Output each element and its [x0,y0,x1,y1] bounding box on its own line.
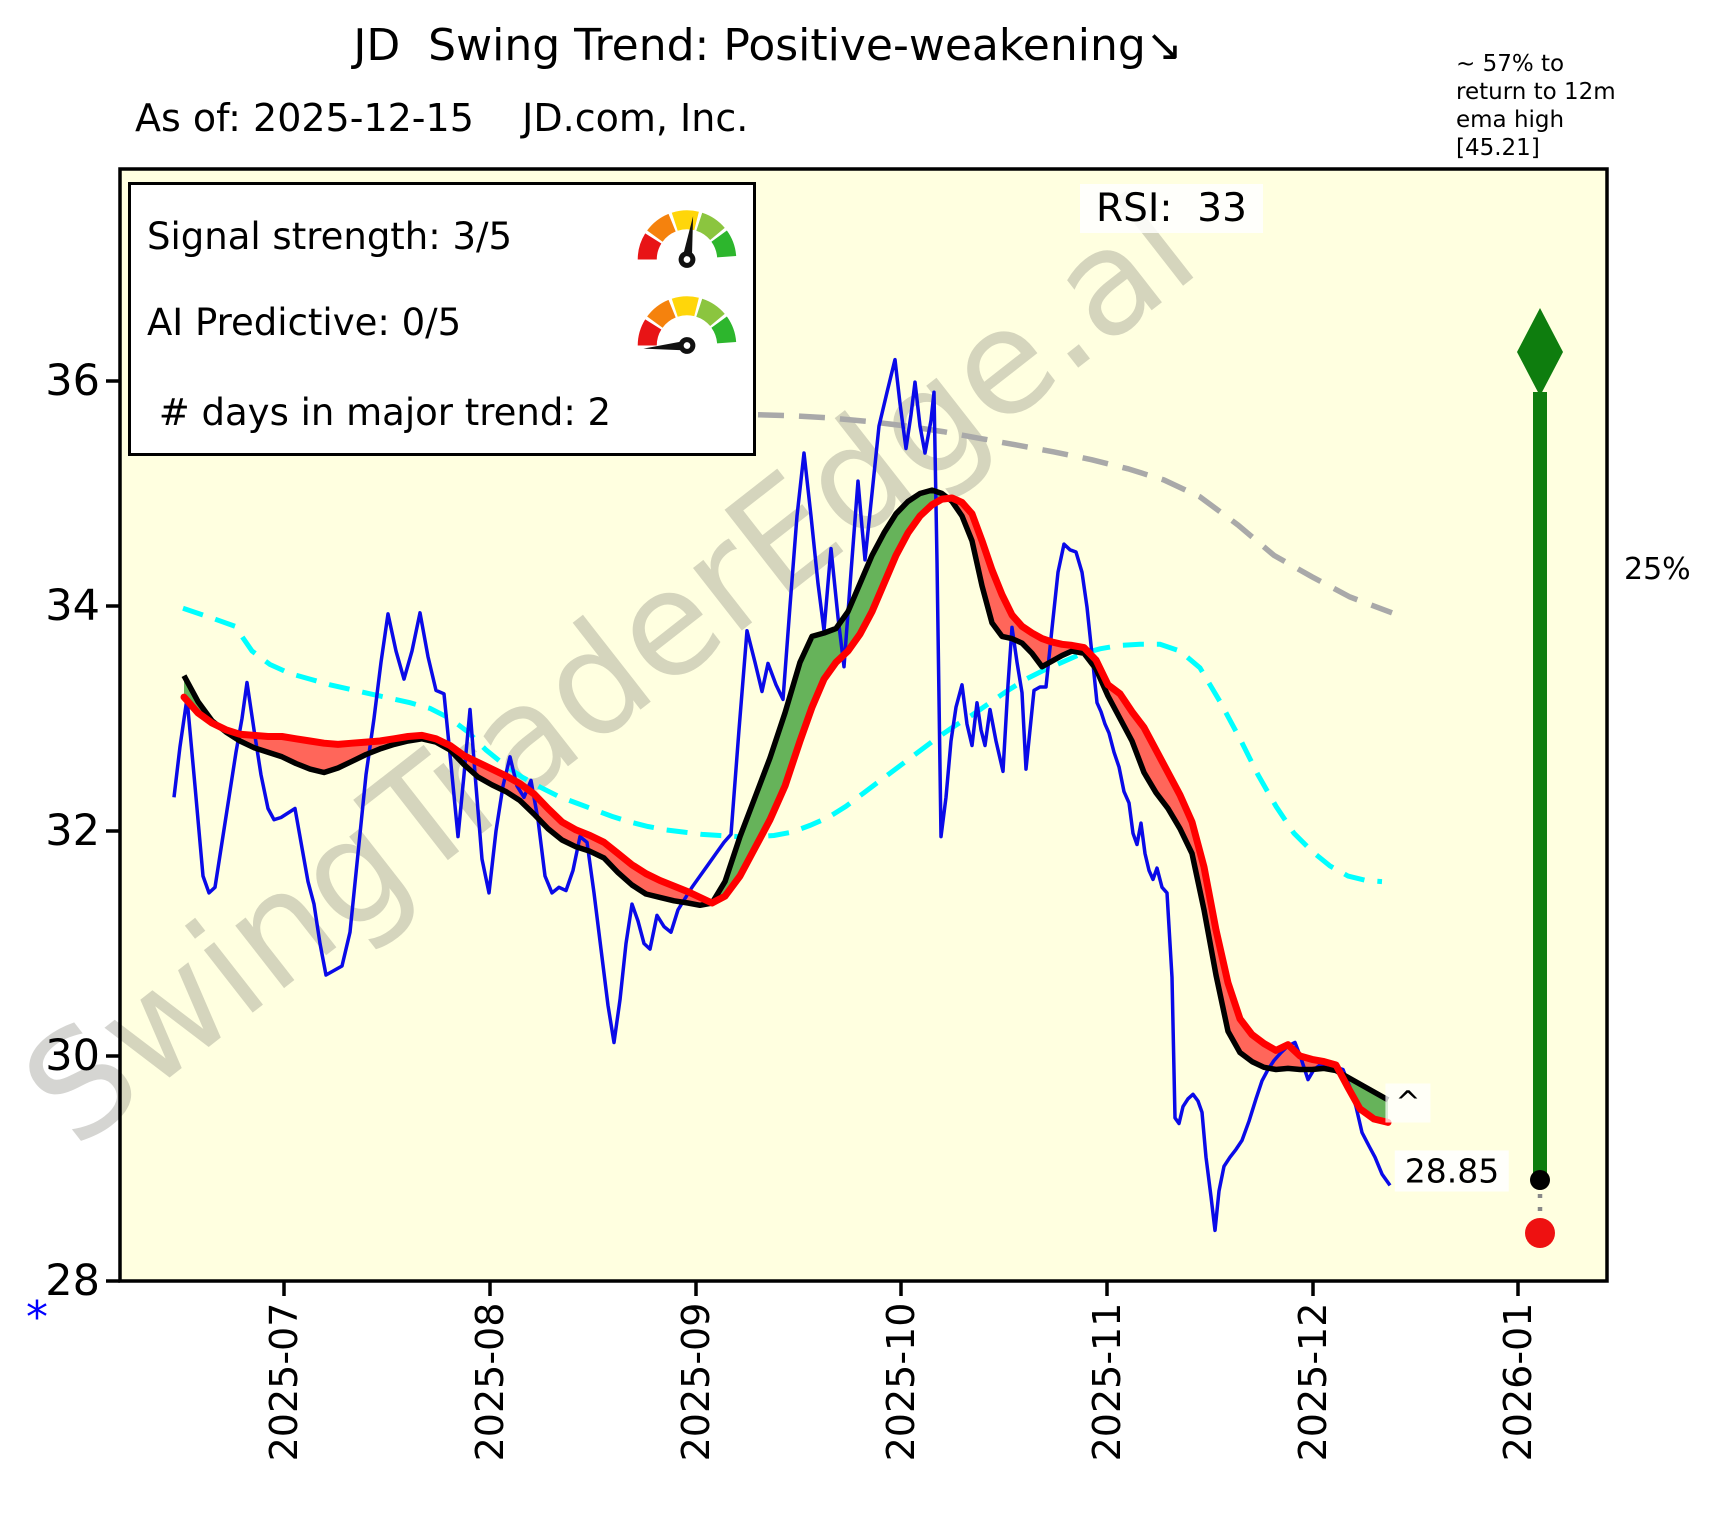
signal-strength-label: Signal strength: 3/5 [147,214,513,258]
x-tick-label: 2025-10 [879,1302,923,1462]
plot-border [118,167,1609,1283]
ema-note-line2: return to 12m [1456,79,1616,105]
y-tick-label: 34 [45,581,100,631]
signal-red-line [180,494,1392,1126]
y-tick-label: 36 [45,356,100,406]
ai-predictive-label: AI Predictive: 0/5 [147,300,462,344]
ai-predictive-gauge-icon [637,296,737,354]
footnote-asterisk: * [26,1292,48,1343]
ema-note-line3: ema high [1456,107,1565,133]
signal-info-box: Signal strength: 3/5 AI Predictive: 0/5 [128,182,756,456]
chart-subtitle: As of: 2025-12-15 JD.com, Inc. [135,96,749,140]
last-price-label: 28.85 [1394,1150,1510,1192]
signal-strength-gauge-icon [637,210,737,268]
x-tick-label: 2025-08 [468,1302,512,1462]
price-line [172,357,1392,1233]
uptrend-fill [1340,1073,1388,1123]
ema-target-annotation: ~ 57% to return to 12m ema high [45.21] [1456,50,1666,162]
x-tick-label: 2025-09 [674,1302,718,1462]
chart-title: JD Swing Trend: Positive-weakening↘ [353,20,1183,71]
ai-predictive-row: AI Predictive: 0/5 [147,279,743,365]
x-tick-label: 2025-07 [262,1302,306,1462]
current-price-dot [1530,1170,1550,1190]
trend-black-line [181,487,1390,1103]
x-tick-label: 2025-12 [1291,1302,1335,1462]
y-tick-label: 28 [45,1256,100,1306]
upside-arrow-bar [1533,392,1547,1178]
upside-arrow-head [1517,308,1563,396]
rsi-label: RSI: 33 [1080,184,1263,233]
y-tick-label: 32 [45,806,100,856]
ema-12m-gray-line [757,411,1393,616]
x-tick-label: 2025-11 [1085,1302,1129,1462]
uptrend-fill [712,490,949,903]
days-in-trend-label: # days in major trend: 2 [147,390,612,434]
caret-marker: ^ [1385,1083,1431,1123]
pct-gain-label: 25% [1624,552,1691,587]
ema-cyan-line [182,605,1383,885]
days-in-trend-row: # days in major trend: 2 [147,369,743,455]
target-price-dot [1525,1218,1555,1248]
gauge-needle [643,337,696,354]
x-tick-label: 2026-01 [1496,1302,1540,1462]
ema-note-line1: ~ 57% to [1456,51,1565,77]
signal-strength-row: Signal strength: 3/5 [147,193,743,279]
y-tick-label: 30 [45,1031,100,1081]
gauge-needle [678,216,696,268]
ema-note-line4: [45.21] [1456,135,1540,161]
